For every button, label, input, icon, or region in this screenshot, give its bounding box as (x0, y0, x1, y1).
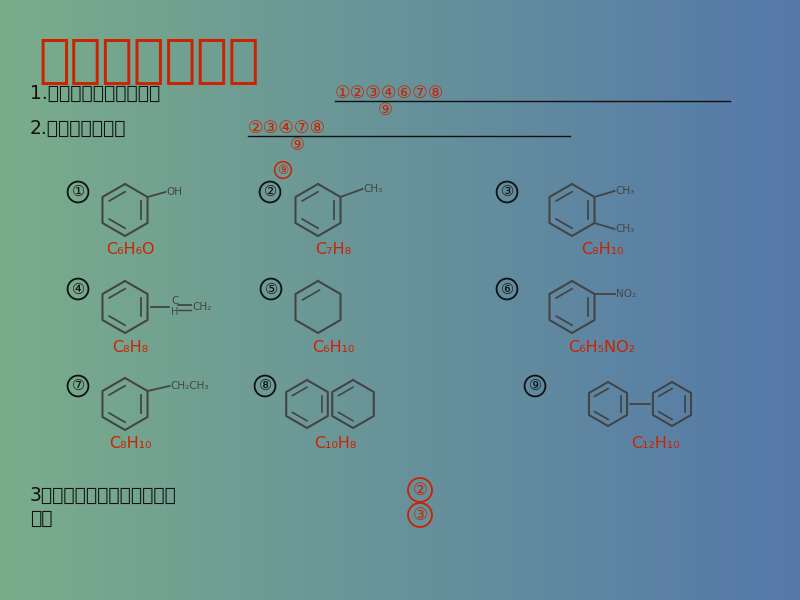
Text: 六、苯的同系物: 六、苯的同系物 (38, 35, 259, 87)
Text: C₇H₈: C₇H₈ (315, 242, 351, 257)
Text: ⑨: ⑨ (529, 379, 542, 394)
Text: OH: OH (166, 187, 182, 197)
Text: 3．有机物中哪些是苯的同系: 3．有机物中哪些是苯的同系 (30, 485, 177, 505)
Text: C₆H₅NO₂: C₆H₅NO₂ (569, 340, 635, 355)
Text: ③: ③ (413, 506, 427, 524)
Text: ④: ④ (71, 281, 85, 296)
Text: ②: ② (263, 185, 277, 199)
Text: ⑨: ⑨ (378, 101, 393, 119)
Text: ⑦: ⑦ (71, 379, 85, 394)
Text: H: H (171, 307, 178, 317)
Text: ②③④⑦⑧: ②③④⑦⑧ (248, 119, 326, 137)
Text: C₈H₁₀: C₈H₁₀ (581, 242, 623, 257)
Text: CH₂: CH₂ (192, 302, 211, 312)
Text: 2.属于芳香烃的是: 2.属于芳香烃的是 (30, 118, 126, 137)
Text: CH₂CH₃: CH₂CH₃ (170, 381, 209, 391)
Text: ①②③④⑥⑦⑧: ①②③④⑥⑦⑧ (335, 84, 444, 102)
Text: ⑥: ⑥ (501, 281, 514, 296)
Text: C₁₂H₁₀: C₁₂H₁₀ (630, 437, 679, 451)
Text: CH₃: CH₃ (363, 184, 382, 194)
Text: ⑧: ⑧ (258, 379, 271, 394)
Text: 物？: 物？ (30, 509, 53, 527)
Text: C₆H₁₀: C₆H₁₀ (312, 340, 354, 355)
Text: CH₃: CH₃ (615, 224, 634, 234)
Text: C₁₀H₈: C₁₀H₈ (314, 437, 356, 451)
Text: ⑤: ⑤ (265, 281, 278, 296)
Text: ⑨: ⑨ (290, 136, 305, 154)
Text: ②: ② (413, 481, 427, 499)
Text: 1.属于芳香族化合物的是: 1.属于芳香族化合物的是 (30, 83, 160, 103)
Text: C₈H₈: C₈H₈ (112, 340, 148, 355)
Text: ⑨: ⑨ (278, 163, 289, 176)
Text: C₆H₆O: C₆H₆O (106, 242, 154, 257)
Text: NO₂: NO₂ (615, 289, 636, 299)
Text: C₈H₁₀: C₈H₁₀ (109, 437, 151, 451)
Text: ③: ③ (501, 185, 514, 199)
Text: C: C (171, 296, 178, 306)
Text: ①: ① (71, 185, 85, 199)
Text: CH₃: CH₃ (615, 186, 634, 196)
